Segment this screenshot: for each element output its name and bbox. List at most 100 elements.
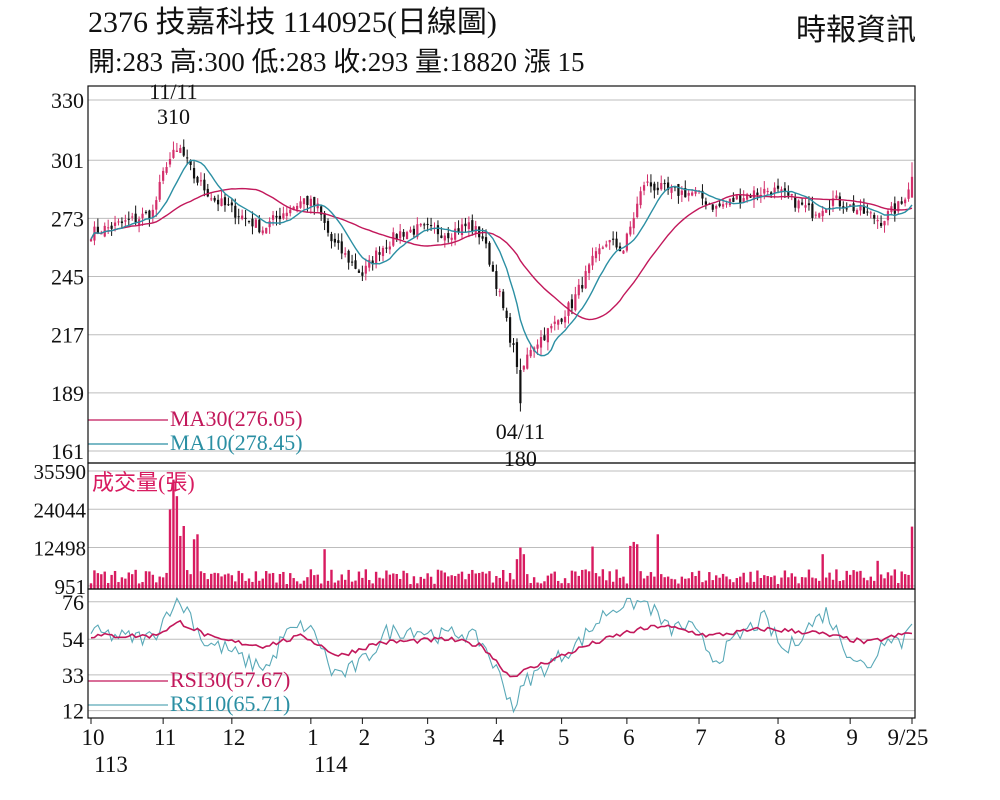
candle-body	[361, 272, 364, 276]
candle-body	[766, 190, 769, 192]
candle-body	[395, 234, 398, 240]
volume-bar	[110, 574, 113, 589]
candle-body	[189, 160, 192, 166]
candle-body	[570, 299, 574, 309]
volume-bar	[594, 573, 598, 589]
volume-bar	[471, 569, 474, 589]
candle-body	[454, 228, 457, 240]
volume-bar	[684, 578, 687, 589]
volume-bar	[893, 569, 897, 589]
candle-body	[464, 223, 467, 227]
candle-body	[649, 182, 653, 187]
volume-bar	[601, 569, 605, 589]
candle-body	[237, 216, 240, 218]
volume-bar	[536, 582, 539, 589]
volume-bar	[502, 569, 505, 589]
candle-body	[502, 291, 505, 309]
volume-bar	[498, 577, 501, 589]
volume-bar	[749, 571, 752, 589]
volume-bar	[526, 574, 529, 589]
volume-bar	[292, 578, 295, 589]
candle-body	[601, 247, 604, 249]
low-date-label: 04/11	[496, 419, 545, 444]
volume-bar	[302, 580, 306, 589]
candle-body	[141, 213, 144, 218]
volume-bar	[581, 569, 584, 589]
volume-bar	[299, 583, 302, 589]
volume-bar	[155, 582, 158, 589]
candle-body	[529, 350, 532, 357]
volume-bar	[714, 575, 718, 589]
x-month-label: 4	[493, 725, 505, 750]
candle-body	[120, 221, 124, 224]
volume-bar	[398, 578, 402, 589]
volume-bar	[429, 576, 433, 589]
candle-body	[350, 261, 354, 263]
candle-body	[594, 251, 598, 259]
volume-bar	[426, 573, 429, 589]
candle-body	[423, 224, 426, 226]
volume-bar	[148, 571, 151, 589]
volume-bar	[213, 572, 216, 589]
candle-body	[910, 176, 914, 198]
candle-body	[337, 240, 340, 244]
volume-bar	[423, 578, 426, 589]
candle-body	[663, 183, 666, 185]
candle-body	[660, 182, 663, 190]
candle-body	[203, 179, 206, 191]
volume-bar	[474, 573, 477, 589]
volume-bar	[230, 575, 234, 589]
volume-bar	[574, 571, 577, 589]
volume-bar	[900, 571, 903, 589]
candle-body	[642, 185, 646, 191]
candle-body	[587, 264, 591, 274]
volume-bar	[622, 576, 625, 589]
volume-bar	[666, 576, 670, 589]
candle-body	[107, 227, 110, 229]
candle-body	[862, 205, 866, 214]
rsi-tick-label: 76	[62, 590, 84, 615]
volume-bar	[357, 571, 361, 589]
rsi-legend-label: RSI30(57.67)	[170, 667, 290, 692]
volume-bar	[790, 573, 793, 589]
volume-bar	[433, 583, 436, 589]
candle-body	[158, 181, 161, 200]
volume-bar	[388, 574, 392, 589]
candle-body	[89, 239, 93, 242]
volume-bar	[364, 569, 368, 589]
volume-tick-label: 35590	[34, 460, 87, 484]
candle-body	[447, 233, 450, 239]
volume-bar	[354, 580, 357, 589]
volume-bar	[378, 577, 381, 589]
volume-bar	[532, 577, 536, 589]
candle-body	[866, 211, 869, 213]
candle-body	[797, 200, 800, 209]
volume-bar	[697, 570, 701, 589]
volume-bar	[333, 582, 337, 589]
volume-bar	[268, 573, 271, 589]
volume-title: 成交量(張)	[92, 470, 195, 495]
axis-layer: 33030127324521718916111/1131004/11180MA3…	[34, 79, 929, 777]
candle-body	[113, 222, 117, 226]
x-month-label: 12	[222, 725, 245, 750]
volume-bar	[285, 584, 289, 589]
candle-body	[742, 198, 745, 203]
candle-body	[845, 208, 848, 210]
candle-body	[636, 203, 639, 218]
volume-bar	[505, 581, 508, 589]
candle-body	[811, 203, 814, 218]
volume-bar	[735, 578, 739, 589]
candle-body	[615, 238, 618, 248]
volume-bar	[151, 574, 155, 589]
candle-body	[553, 321, 556, 324]
volume-bar	[131, 574, 134, 589]
volume-bar	[848, 574, 852, 589]
candle-body	[244, 217, 247, 219]
volume-bar	[436, 569, 440, 589]
volume-bar	[275, 582, 278, 589]
candle-body	[495, 271, 498, 289]
volume-bar	[814, 578, 818, 589]
volume-bar	[368, 579, 371, 589]
volume-bar	[903, 574, 907, 589]
candle-body	[392, 232, 395, 246]
